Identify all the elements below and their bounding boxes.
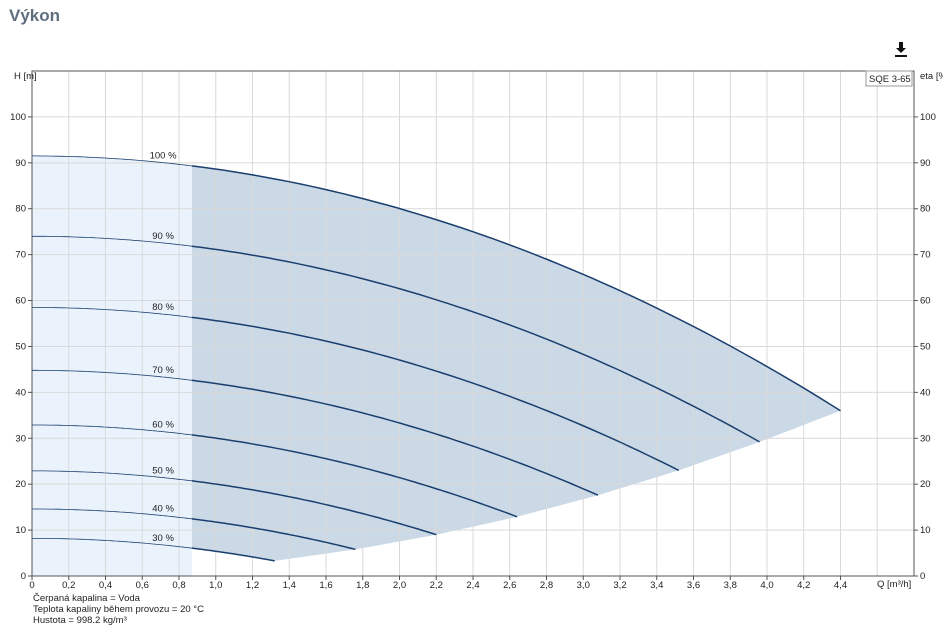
- curve-line-thin: [32, 369, 192, 381]
- curve-line: [191, 165, 841, 412]
- y-tick-label-left: 50: [15, 341, 26, 352]
- x-tick-label: 2,0: [393, 580, 406, 591]
- curve-label: 40 %: [152, 504, 174, 515]
- y-axis-label-right: eta [%]: [920, 71, 943, 82]
- x-tick-label: 4,2: [797, 580, 810, 591]
- curve-line-thin: [32, 470, 192, 482]
- curve-label: 100 %: [150, 151, 177, 162]
- curve-60-percent: 60 %: [32, 420, 518, 518]
- x-tick-label: 1,8: [356, 580, 369, 591]
- x-tick-label: 3,4: [650, 580, 663, 591]
- curve-line-thin: [32, 155, 192, 167]
- y-tick-label-left: 80: [15, 204, 26, 215]
- curve-80-percent: 80 %: [32, 302, 680, 472]
- y-tick-label-left: 30: [15, 433, 26, 444]
- allowed-operating-region: [191, 165, 841, 561]
- curve-90-percent: 90 %: [32, 231, 760, 443]
- curve-line-thin: [32, 424, 192, 436]
- y-tick-label-left: 0: [21, 571, 26, 582]
- y-tick-label-right: 60: [920, 296, 931, 307]
- curve-label: 70 %: [152, 365, 174, 376]
- curves-layer: 100 % 90 % 80 % 70 % 60 % 50 % 40 % 30 %: [32, 151, 841, 562]
- x-tick-label: 1,4: [283, 580, 296, 591]
- x-tick-label: 3,8: [724, 580, 737, 591]
- footnote-density: Hustota = 998.2 kg/m³: [33, 615, 127, 626]
- y-tick-label-right: 80: [920, 204, 931, 215]
- x-tick-label: 2,6: [503, 580, 516, 591]
- curve-line: [191, 480, 437, 536]
- y-tick-label-right: 90: [920, 158, 931, 169]
- y-tick-label-right: 100: [920, 112, 936, 123]
- curve-line: [191, 547, 275, 562]
- x-tick-label: 0: [29, 580, 34, 591]
- curve-line: [191, 434, 518, 518]
- curve-30-percent: 30 %: [32, 533, 275, 562]
- x-tick-label: 3,0: [577, 580, 590, 591]
- y-tick-label-left: 60: [15, 296, 26, 307]
- curve-label: 80 %: [152, 302, 174, 313]
- curve-line: [191, 518, 356, 551]
- y-tick-label-left: 90: [15, 158, 26, 169]
- x-axis-label: Q [m³/h]: [877, 579, 911, 590]
- x-tick-label: 0,6: [136, 580, 149, 591]
- tick-labels: 0 0,2 0,4 0,6 0,8 1,0 1,2 1,4 1,6 1,8 2,0 2,2 2,4 2,6…: [10, 112, 936, 591]
- curve-40-percent: 40 %: [32, 504, 356, 551]
- y-tick-label-right: 40: [920, 387, 931, 398]
- curve-line-thin: [32, 307, 192, 318]
- curve-50-percent: 50 %: [32, 466, 437, 536]
- curve-label: 60 %: [152, 420, 174, 431]
- legend-model: SQE 3-65: [869, 74, 911, 85]
- y-tick-label-left: 20: [15, 479, 26, 490]
- x-tick-label: 2,2: [430, 580, 443, 591]
- low-flow-region: [32, 155, 192, 576]
- y-tick-label-right: 30: [920, 433, 931, 444]
- x-tick-label: 2,8: [540, 580, 553, 591]
- y-tick-label-right: 10: [920, 525, 931, 536]
- curve-line-thin: [32, 538, 192, 549]
- y-tick-label-right: 70: [920, 250, 931, 261]
- curve-70-percent: 70 %: [32, 365, 599, 496]
- x-tick-label: 2,4: [466, 580, 479, 591]
- y-axis-label-left: H [m]: [14, 71, 37, 82]
- footnote-liquid: Čerpaná kapalina = Voda: [33, 593, 140, 604]
- y-tick-label-left: 70: [15, 250, 26, 261]
- x-tick-label: 0,4: [99, 580, 112, 591]
- curve-line: [191, 316, 680, 472]
- y-tick-label-left: 10: [15, 525, 26, 536]
- curve-label: 50 %: [152, 466, 174, 477]
- curve-line: [191, 379, 599, 496]
- download-icon[interactable]: [893, 41, 909, 59]
- y-tick-label-left: 100: [10, 112, 26, 123]
- chart-grid: [31, 71, 915, 577]
- x-tick-label: 4,0: [760, 580, 773, 591]
- legend-box: SQE 3-65: [865, 70, 913, 87]
- y-tick-label-right: 20: [920, 479, 931, 490]
- x-tick-label: 1,2: [246, 580, 259, 591]
- x-tick-label: 0,2: [62, 580, 75, 591]
- y-tick-label-right: 50: [920, 341, 931, 352]
- curve-line-thin: [32, 235, 192, 247]
- footnote-temperature: Teplota kapaliny během provozu = 20 °C: [33, 604, 204, 615]
- page-title: Výkon: [9, 6, 61, 25]
- operating-region: [32, 155, 841, 576]
- curve-label: 30 %: [152, 533, 174, 544]
- x-tick-label: 3,2: [613, 580, 626, 591]
- y-tick-label-left: 40: [15, 387, 26, 398]
- y-tick-label-right: 0: [920, 571, 925, 582]
- x-tick-label: 3,6: [687, 580, 700, 591]
- curve-line: [191, 245, 760, 443]
- curve-line-thin: [32, 508, 192, 520]
- x-tick-label: 1,6: [319, 580, 332, 591]
- x-tick-label: 1,0: [209, 580, 222, 591]
- curve-label: 90 %: [152, 231, 174, 242]
- curve-100-percent: 100 %: [32, 151, 841, 412]
- x-tick-label: 4,4: [834, 580, 847, 591]
- x-tick-label: 0,8: [172, 580, 185, 591]
